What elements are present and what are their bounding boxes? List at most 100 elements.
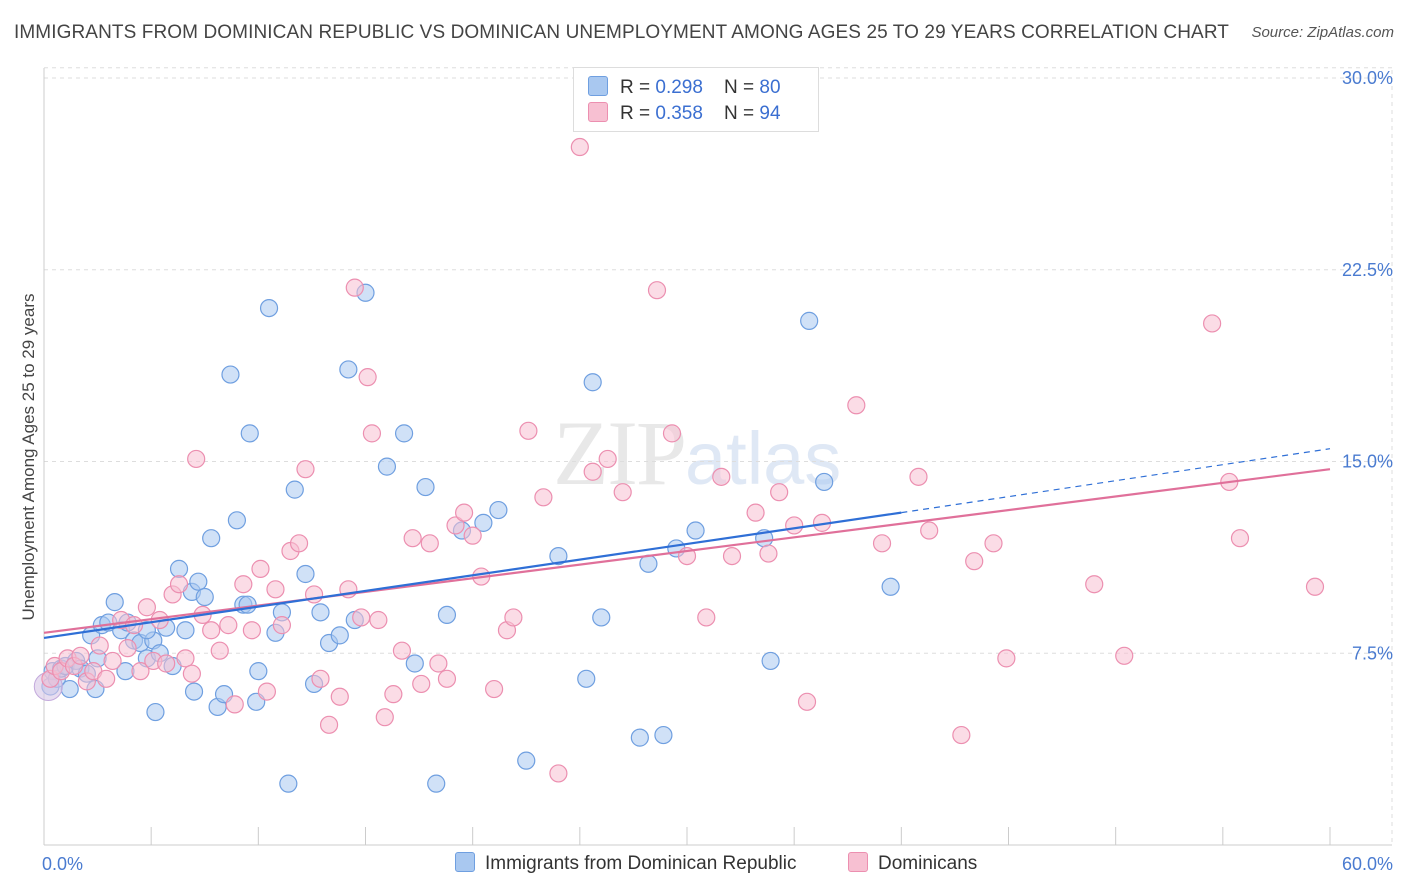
point-immigrants: [238, 595, 257, 614]
point-immigrants: [405, 654, 424, 673]
point-immigrants: [169, 559, 189, 578]
point-immigrants: [259, 299, 279, 318]
point-dominicans: [746, 503, 765, 522]
point-dominicans: [785, 516, 804, 535]
point-dominicans: [137, 598, 156, 617]
point-dominicans: [583, 462, 602, 481]
point-dominicans: [375, 708, 394, 727]
bottom-legend-dominicans: Dominicans: [848, 852, 977, 875]
point-dominicans: [909, 467, 928, 486]
point-dominicans: [534, 488, 553, 507]
point-dominicans: [1203, 314, 1222, 333]
point-immigrants: [474, 513, 493, 532]
point-dominicans: [847, 396, 866, 415]
point-immigrants: [437, 605, 457, 625]
legend-n-value: 94: [759, 103, 781, 124]
point-dominicans: [352, 608, 371, 627]
point-dominicans: [463, 526, 482, 545]
legend-r-label: R =: [620, 77, 656, 98]
point-dominicans: [570, 137, 589, 157]
point-dominicans: [984, 534, 1003, 553]
point-dominicans: [234, 575, 253, 594]
grid-lines: [44, 67, 1393, 845]
point-dominicans: [997, 649, 1016, 668]
legend-swatch-pink: [588, 102, 608, 122]
point-dominicans: [485, 679, 504, 699]
point-dominicans: [176, 649, 195, 668]
point-immigrants: [249, 662, 268, 681]
point-immigrants: [227, 511, 246, 530]
point-dominicans: [157, 654, 176, 673]
point-dominicans: [182, 664, 201, 683]
trend-line-immigrants-projection: [901, 448, 1331, 514]
point-immigrants: [176, 621, 195, 640]
point-dominicans: [202, 621, 221, 640]
point-dominicans: [97, 669, 116, 688]
point-dominicans: [446, 516, 465, 535]
point-dominicans: [210, 641, 229, 660]
point-dominicans: [1085, 575, 1104, 594]
watermark-atlas: atlas: [685, 417, 842, 500]
point-dominicans: [90, 636, 109, 655]
point-dominicans: [920, 521, 939, 540]
y-tick-label: 7.5%: [1352, 643, 1393, 663]
point-immigrants: [761, 651, 780, 671]
point-dominicans: [392, 641, 412, 660]
y-tick-label: 15.0%: [1342, 452, 1393, 472]
legend-n-label: N =: [724, 77, 760, 98]
y-axis-title: Unemployment Among Ages 25 to 29 years: [19, 294, 38, 621]
point-dominicans: [697, 608, 716, 627]
point-dominicans: [289, 534, 309, 553]
series-dominican-republic-points: [33, 283, 900, 793]
point-dominicans: [647, 281, 667, 300]
point-dominicans: [330, 687, 349, 706]
point-dominicans: [722, 546, 742, 566]
point-immigrants: [311, 603, 330, 622]
x-tick-label: 60.0%: [1342, 854, 1393, 874]
point-dominicans: [369, 610, 388, 630]
point-immigrants: [881, 577, 900, 596]
point-dominicans: [118, 639, 137, 658]
point-immigrants: [221, 365, 240, 384]
point-immigrants: [184, 682, 204, 701]
point-dominicans: [131, 662, 150, 681]
point-dominicans: [420, 534, 439, 553]
point-dominicans: [872, 534, 892, 553]
point-dominicans: [319, 715, 339, 734]
point-dominicans: [384, 685, 403, 704]
bottom-legend-label-immigrants: Immigrants from Dominican Republic: [485, 853, 797, 874]
y-tick-label: 22.5%: [1342, 260, 1393, 280]
point-dominicans: [965, 552, 984, 571]
point-immigrants: [394, 424, 414, 443]
point-dominicans: [362, 424, 382, 443]
point-immigrants: [583, 373, 602, 392]
point-dominicans: [296, 460, 315, 479]
point-immigrants: [330, 626, 349, 645]
point-immigrants: [202, 529, 221, 548]
x-tick-label: 0.0%: [42, 854, 83, 874]
point-dominicans: [504, 608, 523, 627]
point-dominicans: [519, 421, 538, 440]
point-immigrants: [416, 477, 435, 497]
point-immigrants: [189, 572, 208, 591]
legend-r-value: 0.298: [655, 77, 703, 98]
point-immigrants: [279, 774, 298, 793]
legend-swatch-blue: [588, 76, 608, 96]
point-dominicans: [1115, 646, 1134, 665]
point-immigrants: [654, 725, 673, 745]
point-immigrants: [427, 774, 446, 793]
point-immigrants: [146, 702, 165, 722]
point-immigrants: [630, 728, 649, 747]
series-dominicans-points: [41, 137, 1325, 783]
point-dominicans: [454, 503, 474, 522]
point-immigrants: [592, 608, 611, 627]
point-immigrants: [377, 457, 397, 476]
point-immigrants: [240, 424, 259, 443]
point-dominicans: [797, 692, 817, 711]
legend-r-label: R =: [620, 103, 656, 124]
point-immigrants: [195, 587, 214, 607]
point-dominicans: [257, 682, 277, 701]
trend-line-dominicans: [43, 468, 1331, 634]
bottom-legend-immigrants: Immigrants from Dominican Republic: [455, 852, 797, 875]
point-dominicans: [770, 483, 789, 502]
